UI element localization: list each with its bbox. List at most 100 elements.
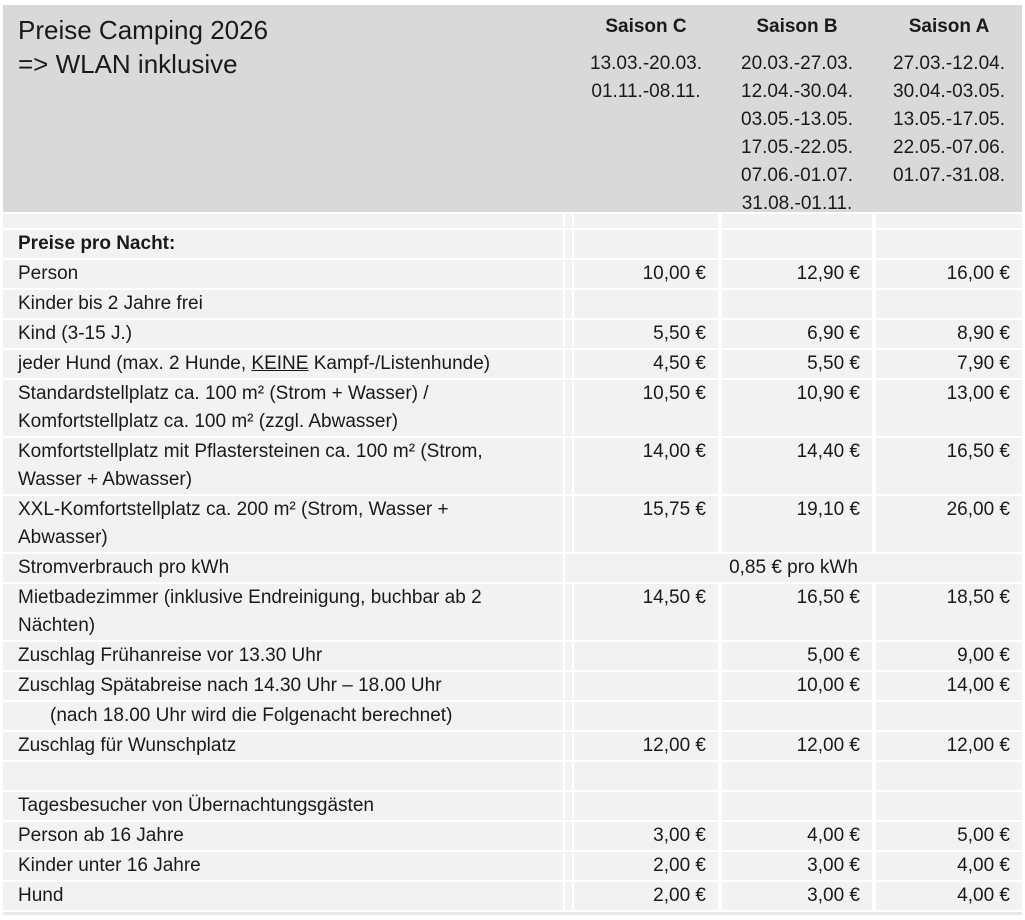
price-saison-c [574,792,718,820]
merged-price-cell: 0,85 € pro kWh [565,554,1022,582]
table-row: Standardstellplatz ca. 100 m² (Strom + W… [3,380,1022,436]
date-range: 20.03.-27.03. [741,53,853,74]
price-saison-b [722,214,872,228]
price-saison-b: 10,00 € [722,672,872,700]
row-label: Person ab 16 Jahre [3,822,563,850]
price-saison-a [876,762,1022,790]
row-label: Stromverbrauch pro kWh [3,554,563,582]
price-saison-c: 10,00 € [574,260,718,288]
label-line: Abwasser) [18,527,108,548]
label-line: Wasser + Abwasser) [18,469,193,490]
date-range: 13.03.-20.03. [590,53,702,74]
price-saison-c: 10,50 € [574,380,718,436]
price-saison-a: 16,50 € [876,438,1022,494]
price-saison-c: 2,00 € [574,882,718,910]
page-subtitle: => WLAN inklusive [18,49,238,79]
price-saison-b: 14,40 € [722,438,872,494]
spacer-cell [565,702,572,730]
date-range: 22.05.-07.06. [893,137,1005,158]
spacer-cell [565,672,572,700]
price-saison-c: 15,75 € [574,496,718,552]
row-label: XXL-Komfortstellplatz ca. 200 m² (Strom,… [3,496,563,552]
price-saison-b: 4,00 € [722,822,872,850]
price-saison-c: 5,50 € [574,320,718,348]
date-range: 31.08.-01.11. [741,193,853,214]
label-text: Kampf-/Listenhunde) [308,353,491,374]
date-range: 27.03.-12.04. [893,53,1005,74]
table-row: Zuschlag Frühanreise vor 13.30 Uhr 5,00 … [3,642,1022,670]
price-saison-a: 14,00 € [876,672,1022,700]
price-saison-c [574,762,718,790]
spacer-cell [565,438,572,494]
row-label: Mietbadezimmer (inklusive Endreinigung, … [3,584,563,640]
table-row: jeder Hund (max. 2 Hunde, KEINE Kampf-/L… [3,350,1022,378]
table-row: (nach 18.00 Uhr wird die Folgenacht bere… [3,702,1022,730]
price-saison-c: 3,00 € [574,822,718,850]
table-row: Komfortstellplatz mit Pflastersteinen ca… [3,438,1022,494]
table-row: Zuschlag Spätabreise nach 14.30 Uhr – 18… [3,672,1022,700]
price-saison-c: 4,50 € [574,350,718,378]
date-range: 03.05.-13.05. [741,109,853,130]
table-row: Preise pro Nacht: [3,230,1022,258]
row-label: Kind (3-15 J.) [3,320,563,348]
row-label: Zuschlag Spätabreise nach 14.30 Uhr – 18… [3,672,563,700]
price-saison-c [574,672,718,700]
spacer-cell [565,882,572,910]
row-note: (nach 18.00 Uhr wird die Folgenacht bere… [3,702,563,730]
label-line: XXL-Komfortstellplatz ca. 200 m² (Strom,… [18,499,449,520]
price-saison-a: 9,00 € [876,642,1022,670]
price-saison-b [722,230,872,258]
row-label: Komfortstellplatz mit Pflastersteinen ca… [3,438,563,494]
season-dates: 13.03.-20.03. 01.11.-08.11. [574,50,718,106]
section-heading: Preise pro Nacht: [3,230,563,258]
price-saison-b: 16,50 € [722,584,872,640]
price-saison-b [722,792,872,820]
table-row: Kinder unter 16 Jahre 2,00 € 3,00 € 4,00… [3,852,1022,880]
row-label [3,214,563,228]
price-saison-b [722,762,872,790]
price-saison-a [876,230,1022,258]
date-range: 12.04.-30.04. [741,81,853,102]
column-header-saison-b: Saison B 20.03.-27.03. 12.04.-30.04. 03.… [722,5,872,214]
price-saison-a: 7,90 € [876,350,1022,378]
table-row: Person 10,00 € 12,90 € 16,00 € [3,260,1022,288]
row-label: Person [3,260,563,288]
price-saison-c [574,642,718,670]
season-name: Saison C [605,16,687,37]
price-saison-a: 13,00 € [876,380,1022,436]
page-title: Preise Camping 2026 [18,15,269,45]
date-range: 01.11.-08.11. [591,81,701,102]
table-row: Zuschlag für Wunschplatz 12,00 € 12,00 €… [3,732,1022,760]
price-saison-c: 14,50 € [574,584,718,640]
spacer-cell [565,290,572,318]
season-name: Saison A [908,16,990,37]
label-text-underlined: KEINE [251,353,309,374]
date-range: 01.07.-31.08. [893,165,1005,186]
price-saison-c [574,290,718,318]
price-saison-a [876,792,1022,820]
price-saison-b: 3,00 € [722,852,872,880]
price-saison-a: 8,90 € [876,320,1022,348]
price-saison-b: 6,90 € [722,320,872,348]
table-row: Tagesbesucher von Übernachtungsgästen [3,792,1022,820]
row-label [3,762,563,790]
price-saison-b: 5,00 € [722,642,872,670]
row-label: Zuschlag Frühanreise vor 13.30 Uhr [3,642,563,670]
table-row: Hund 2,00 € 3,00 € 4,00 € [3,882,1022,910]
price-saison-a [876,214,1022,228]
row-label: Zuschlag für Wunschplatz [3,732,563,760]
price-saison-a: 4,00 € [876,852,1022,880]
price-saison-b [722,290,872,318]
price-saison-a: 18,50 € [876,584,1022,640]
price-saison-c: 2,00 € [574,852,718,880]
table-row: Stromverbrauch pro kWh 0,85 € pro kWh [3,554,1022,582]
table-row: Person ab 16 Jahre 3,00 € 4,00 € 5,00 € [3,822,1022,850]
spacer-cell [565,230,572,258]
price-saison-a [876,290,1022,318]
price-saison-b: 12,90 € [722,260,872,288]
price-saison-c: 14,00 € [574,438,718,494]
price-saison-a: 12,00 € [876,732,1022,760]
spacer-cell [565,214,572,228]
title-block: Preise Camping 2026 => WLAN inklusive [3,5,574,212]
